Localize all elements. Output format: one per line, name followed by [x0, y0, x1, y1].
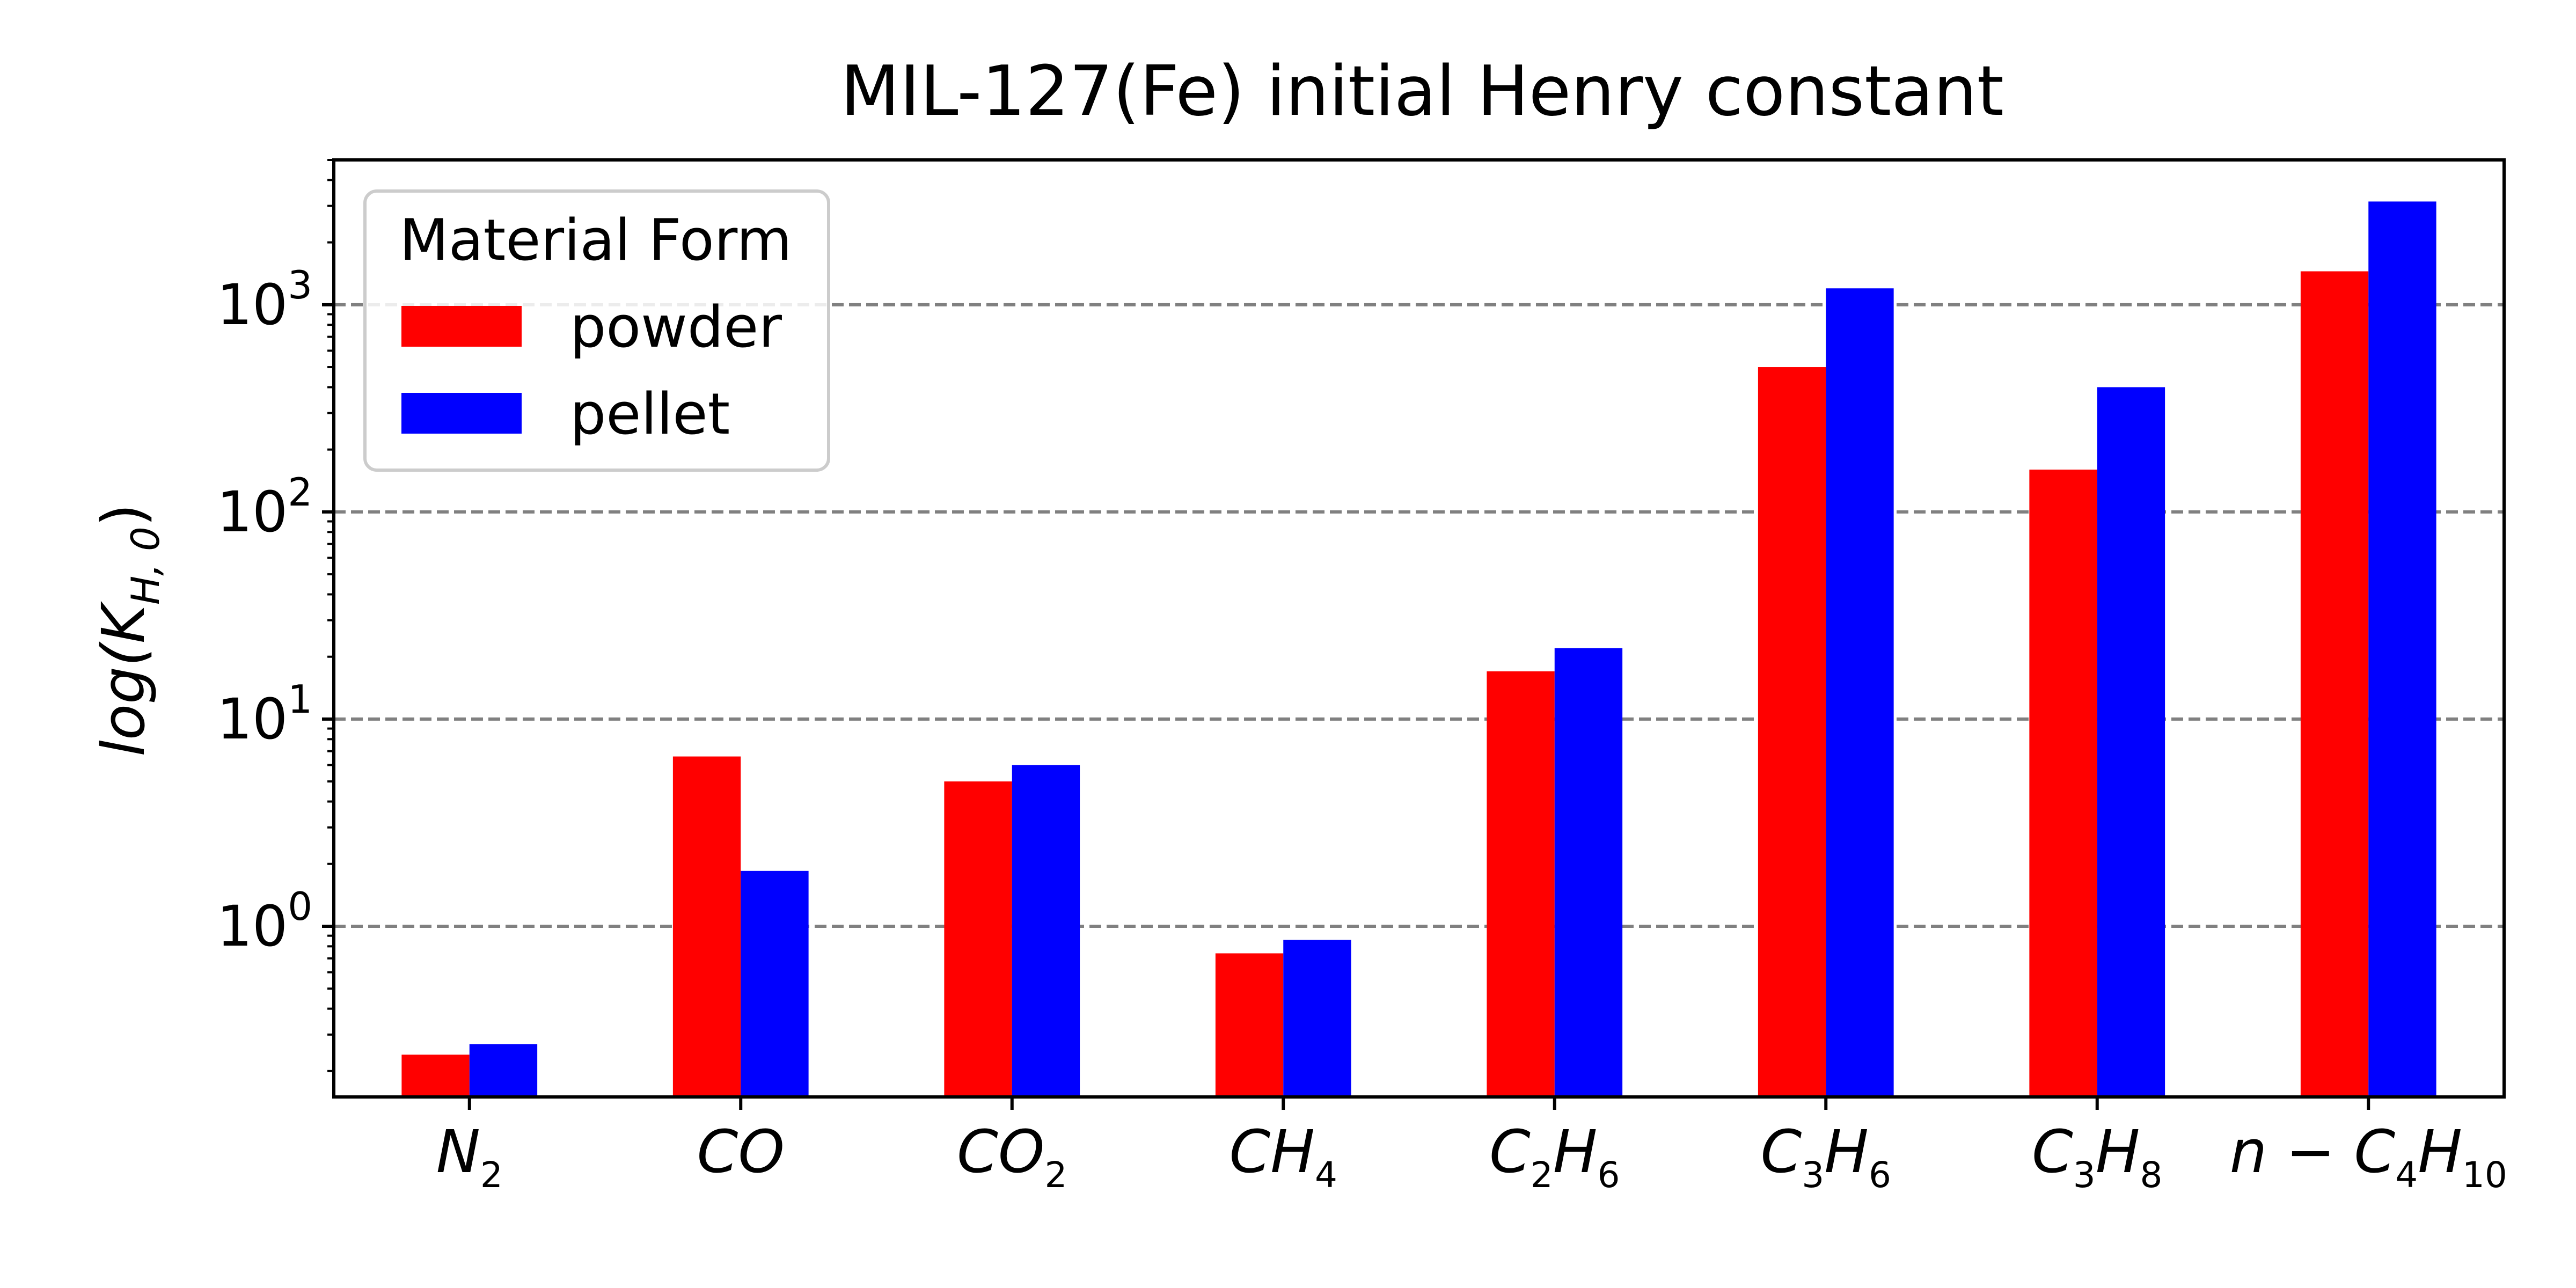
- legend: Material Form powder pellet: [363, 189, 830, 472]
- y-tick-base: 10: [217, 479, 288, 545]
- x-tick-label-subscript: 10: [2462, 1154, 2507, 1196]
- y-tick-label: 103: [217, 262, 312, 338]
- x-tick-label-text: CO: [957, 1117, 1044, 1186]
- x-tick-label-text: N: [436, 1117, 480, 1186]
- x-tick-label: CO2: [957, 1117, 1067, 1196]
- y-tick-exponent: 3: [288, 262, 312, 308]
- legend-title: Material Form: [399, 207, 792, 273]
- bar-powder: [1487, 671, 1555, 1097]
- x-tick-label-text: C: [2032, 1117, 2073, 1186]
- x-tick-label-text: H: [1553, 1117, 1598, 1186]
- x-tick-label: CO: [697, 1117, 785, 1186]
- x-tick-label-text: H: [2418, 1117, 2462, 1186]
- x-tick-label-text: H: [2096, 1117, 2140, 1186]
- x-tick-label-text: CO: [697, 1117, 785, 1186]
- y-tick-exponent: 0: [288, 884, 312, 929]
- y-tick-label: 100: [217, 884, 312, 959]
- legend-swatch-powder: [401, 306, 522, 347]
- bar-pellet: [2097, 387, 2165, 1097]
- x-tick-label-subscript: 6: [1869, 1154, 1891, 1196]
- y-tick-exponent: 1: [288, 677, 312, 722]
- legend-swatch-pellet: [401, 393, 522, 434]
- x-tick-label: N2: [436, 1117, 503, 1196]
- bar-powder: [2300, 271, 2369, 1097]
- x-tick-label-subscript: 4: [2395, 1154, 2418, 1196]
- bar-powder: [672, 756, 741, 1097]
- legend-label-pellet: pellet: [570, 381, 730, 447]
- x-tick-label: C2H6: [1489, 1117, 1620, 1196]
- bar-pellet: [1283, 940, 1351, 1097]
- chart-title: MIL-127(Fe) initial Henry constant: [840, 52, 2004, 131]
- x-tick-label-subscript: 2: [480, 1154, 503, 1196]
- y-tick-base: 10: [217, 686, 288, 752]
- plot-frame: [332, 158, 2506, 1099]
- bar-powder: [1215, 953, 1284, 1097]
- x-tick-label-subscript: 2: [1044, 1154, 1067, 1196]
- x-tick-label-text: C: [1489, 1117, 1531, 1186]
- x-tick-label-text: n − C: [2230, 1117, 2396, 1186]
- bar-pellet: [2368, 201, 2436, 1097]
- x-tick-label-subscript: 2: [1531, 1154, 1553, 1196]
- x-tick-label-text: C: [1760, 1117, 1802, 1186]
- y-tick-base: 10: [217, 272, 288, 338]
- y-axis-label: log(KH, 0): [89, 503, 168, 756]
- x-tick-label: n − C4H10: [2230, 1117, 2507, 1196]
- bar-pellet: [1826, 288, 1894, 1097]
- x-tick-label-subscript: 6: [1598, 1154, 1620, 1196]
- bar-pellet: [469, 1044, 538, 1097]
- x-tick-label-subscript: 4: [1315, 1154, 1337, 1196]
- x-tick-label-subscript: 8: [2140, 1154, 2163, 1196]
- legend-label-powder: powder: [570, 294, 782, 360]
- y-tick-label: 101: [217, 677, 312, 752]
- y-tick-base: 10: [217, 894, 288, 959]
- bar-pellet: [1012, 765, 1080, 1097]
- x-tick-label: C3H6: [1760, 1117, 1891, 1196]
- x-tick-label-subscript: 3: [1802, 1154, 1824, 1196]
- bar-powder: [401, 1055, 470, 1097]
- bar-pellet: [741, 870, 809, 1097]
- bars: [401, 201, 2436, 1097]
- y-tick-exponent: 2: [288, 470, 312, 515]
- x-tick-label-text: CH: [1229, 1117, 1315, 1186]
- bar-pellet: [1554, 648, 1623, 1097]
- y-axis-label-main: log(K: [89, 601, 158, 757]
- y-axis-label-close: ): [89, 503, 158, 526]
- y-axis-label-subscript: H, 0: [123, 526, 168, 605]
- x-tick-label-subscript: 3: [2073, 1154, 2096, 1196]
- x-ticks: N2 CO CO2 CH4 C2H6 C3H6 C3H8 n − C4H10: [436, 1097, 2507, 1196]
- x-tick-label: CH4: [1229, 1117, 1337, 1196]
- bar-powder: [1758, 367, 1826, 1097]
- x-tick-label-text: H: [1824, 1117, 1869, 1186]
- bar-powder: [2029, 470, 2097, 1097]
- bar-powder: [944, 781, 1012, 1097]
- y-tick-label: 102: [217, 470, 312, 545]
- x-tick-label: C3H8: [2032, 1117, 2163, 1196]
